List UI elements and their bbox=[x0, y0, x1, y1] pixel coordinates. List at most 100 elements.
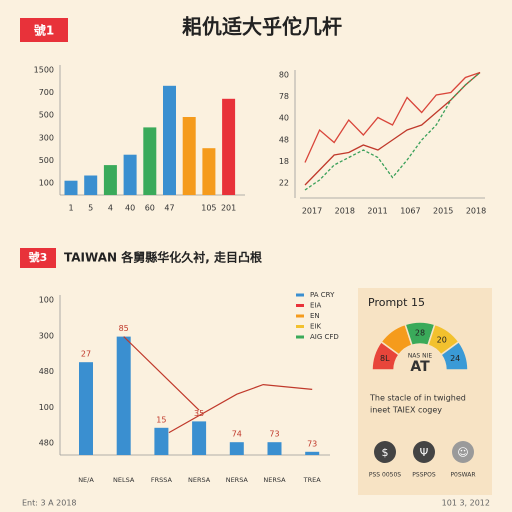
bar bbox=[143, 127, 157, 195]
x-tick-label: FRSSA bbox=[151, 476, 173, 484]
legend-swatch bbox=[296, 293, 304, 297]
x-tick-label: NERSA bbox=[188, 476, 211, 484]
x-axis-label: 1067 bbox=[400, 207, 420, 216]
bar bbox=[267, 442, 282, 455]
legend-label: AIG CFD bbox=[310, 333, 339, 341]
x-axis-label: 2015 bbox=[433, 207, 453, 216]
icon-symbol: Ψ bbox=[420, 446, 429, 459]
badge-text: 號3 bbox=[29, 250, 48, 264]
data-label: 73 bbox=[269, 430, 279, 439]
icon-label: PSS 0050S bbox=[369, 472, 401, 479]
x-tick-label: NERSA bbox=[263, 476, 286, 484]
y-axis-label: 480 bbox=[39, 367, 54, 376]
x-tick-label: 5 bbox=[88, 204, 93, 213]
trend-line bbox=[123, 336, 313, 434]
bar bbox=[222, 98, 236, 195]
data-label: 85 bbox=[119, 324, 129, 333]
gauge-label: 8L bbox=[380, 354, 390, 363]
icon-symbol: ☺ bbox=[457, 446, 468, 459]
data-label: 73 bbox=[307, 439, 317, 448]
legend-swatch bbox=[296, 304, 304, 307]
y-axis-label: 500 bbox=[39, 111, 54, 120]
y-axis-label: 300 bbox=[39, 133, 54, 142]
y-axis-label: 1500 bbox=[34, 66, 54, 75]
series-line bbox=[304, 72, 481, 191]
icon-symbol: $ bbox=[382, 446, 389, 459]
x-tick-label: 1 bbox=[68, 204, 73, 213]
series-line bbox=[304, 71, 481, 163]
y-axis-label: 100 bbox=[39, 179, 54, 188]
y-axis-label: 300 bbox=[39, 331, 54, 340]
y-axis-label: 100 bbox=[39, 296, 54, 305]
legend-swatch bbox=[296, 335, 304, 339]
data-label: 15 bbox=[156, 415, 166, 424]
bar bbox=[202, 148, 216, 195]
legend-swatch bbox=[296, 314, 304, 318]
x-axis-label: 2018 bbox=[466, 207, 486, 216]
x-axis-label: 2011 bbox=[367, 207, 387, 216]
y-axis-label: 500 bbox=[39, 156, 54, 165]
badge bbox=[20, 18, 68, 42]
x-tick-label: NE/A bbox=[78, 476, 94, 484]
legend-label: EN bbox=[310, 312, 320, 320]
legend-label: PA CRY bbox=[310, 291, 335, 299]
icon bbox=[452, 441, 474, 463]
x-axis-label: 2018 bbox=[335, 207, 355, 216]
gauge-center-small: NAS NIE bbox=[408, 353, 433, 360]
icon-label: P0SWAR bbox=[450, 472, 475, 479]
title: 耜仇适大乎佗几杆 bbox=[182, 15, 342, 39]
x-tick-label: TREA bbox=[303, 476, 322, 484]
y-axis-label: 480 bbox=[39, 439, 54, 448]
data-label: 27 bbox=[81, 350, 91, 359]
bar bbox=[116, 336, 131, 455]
x-tick-label: 60 bbox=[145, 204, 155, 213]
x-tick-label: 40 bbox=[125, 204, 135, 213]
legend-label: EIA bbox=[310, 302, 321, 310]
series-line bbox=[304, 72, 481, 186]
bar bbox=[163, 85, 176, 195]
footer-right: 101 3, 2012 bbox=[442, 499, 490, 508]
bar bbox=[103, 165, 117, 195]
bar bbox=[79, 362, 93, 455]
badge bbox=[20, 248, 56, 268]
gauge-caption: The stacle of in twighed bbox=[369, 394, 466, 403]
gauge-center-big: AT bbox=[410, 359, 430, 375]
gauge-panel bbox=[358, 288, 492, 495]
y-axis-label: 78 bbox=[279, 92, 289, 101]
section-heading: TAIWAN 各舅縣华化久衬, 走目凸根 bbox=[64, 250, 262, 265]
icon-label: PSSPOS bbox=[412, 472, 436, 479]
y-axis-label: 48 bbox=[279, 135, 289, 144]
footer-left: Ent: 3 A 2018 bbox=[22, 499, 77, 508]
y-axis-label: 22 bbox=[279, 179, 289, 188]
x-tick-label: 47 bbox=[164, 204, 174, 213]
gauge-title: Prompt 15 bbox=[368, 296, 425, 309]
bar bbox=[154, 427, 169, 455]
gauge-label: 28 bbox=[415, 329, 425, 338]
y-axis-label: 700 bbox=[39, 88, 54, 97]
gauge-segment bbox=[439, 340, 469, 371]
bar bbox=[305, 451, 320, 455]
bar bbox=[229, 442, 244, 455]
x-tick-label: NELSA bbox=[113, 476, 135, 484]
badge-text: 號1 bbox=[34, 23, 54, 38]
y-axis-label: 40 bbox=[279, 114, 289, 123]
bar bbox=[64, 180, 78, 195]
legend-label: EIK bbox=[310, 323, 321, 331]
x-tick-label: 4 bbox=[108, 204, 113, 213]
x-axis-label: 2017 bbox=[302, 207, 322, 216]
bar bbox=[123, 154, 137, 195]
x-tick-label: NERSA bbox=[226, 476, 249, 484]
bar bbox=[192, 421, 207, 455]
x-tick-label: 105 bbox=[201, 204, 216, 213]
gauge-label: 20 bbox=[437, 336, 447, 345]
y-axis-label: 100 bbox=[39, 403, 54, 412]
legend-swatch bbox=[296, 325, 304, 328]
y-axis-label: 80 bbox=[279, 71, 289, 80]
gauge-label: 24 bbox=[450, 354, 460, 363]
data-label: 74 bbox=[232, 430, 242, 439]
icon bbox=[374, 441, 396, 463]
data-label: 35 bbox=[194, 409, 204, 418]
y-axis-label: 18 bbox=[279, 157, 289, 166]
